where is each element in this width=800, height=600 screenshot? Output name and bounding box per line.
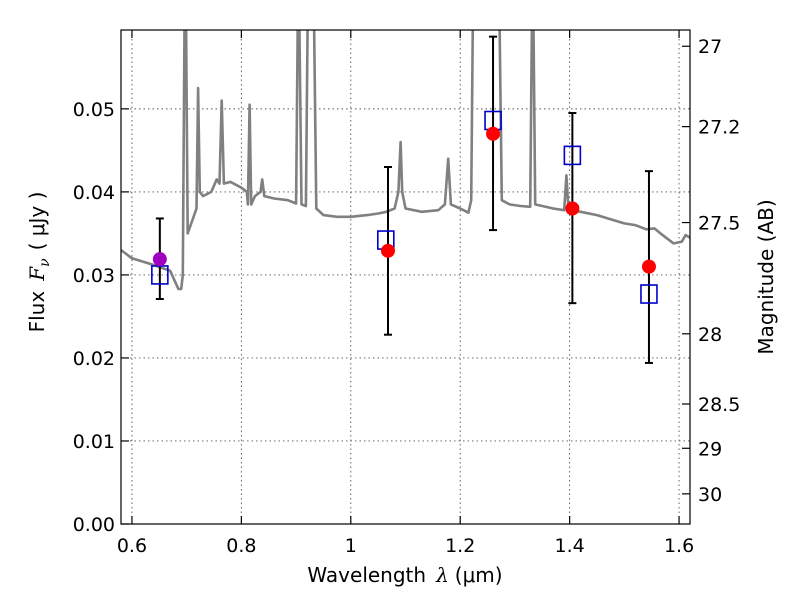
- observed-photometry-point: [152, 252, 167, 267]
- magnitude-axis-label: Magnitude (AB): [754, 199, 778, 354]
- magnitude-tick-label: 30: [698, 484, 722, 506]
- y-tick-label: 0.04: [73, 182, 115, 204]
- observed-photometry-markers: [152, 126, 656, 274]
- x-tick-label: 1.6: [664, 535, 694, 557]
- magnitude-tick-label: 27.5: [698, 213, 740, 235]
- plot-area: [121, 30, 690, 364]
- y-tick-label: 0.00: [73, 514, 115, 536]
- magnitude-axis-ticks: 27 27.2 27.5 28 28.5 29 30: [682, 36, 740, 506]
- plot-frame: [120, 29, 691, 525]
- observed-photometry-point: [486, 126, 501, 141]
- magnitude-tick-label: 27: [698, 36, 722, 58]
- x-tick-label: 1.4: [555, 535, 585, 557]
- y-axis-label: FluxFν( μJy ): [25, 192, 53, 333]
- model-photometry-square: [640, 284, 658, 304]
- magnitude-tick-label: 27.2: [698, 117, 740, 139]
- observed-photometry-point: [641, 259, 656, 274]
- x-axis-ticks: 0.6 0.8 1 1.2 1.4 1.6: [117, 30, 694, 557]
- y-tick-label: 0.02: [73, 348, 115, 370]
- y-tick-label: 0.05: [73, 99, 115, 121]
- x-tick-label: 0.6: [117, 535, 147, 557]
- x-tick-label: 1: [345, 535, 357, 557]
- magnitude-tick-label: 28: [698, 324, 722, 346]
- y-axis-ticks: 0.00 0.01 0.02 0.03 0.04 0.05: [73, 99, 129, 536]
- x-tick-label: 0.8: [226, 535, 256, 557]
- observed-photometry-point: [380, 243, 395, 258]
- x-tick-label: 1.2: [445, 535, 475, 557]
- magnitude-tick-label: 29: [698, 438, 722, 460]
- model-spectrum-line: [121, 30, 690, 291]
- x-axis-label: Wavelength λ (μm): [307, 563, 502, 587]
- observed-photometry-point: [565, 201, 580, 216]
- y-tick-label: 0.03: [73, 265, 115, 287]
- magnitude-tick-label: 28.5: [698, 394, 740, 416]
- y-tick-label: 0.01: [73, 431, 115, 453]
- model-photometry-square: [563, 145, 582, 166]
